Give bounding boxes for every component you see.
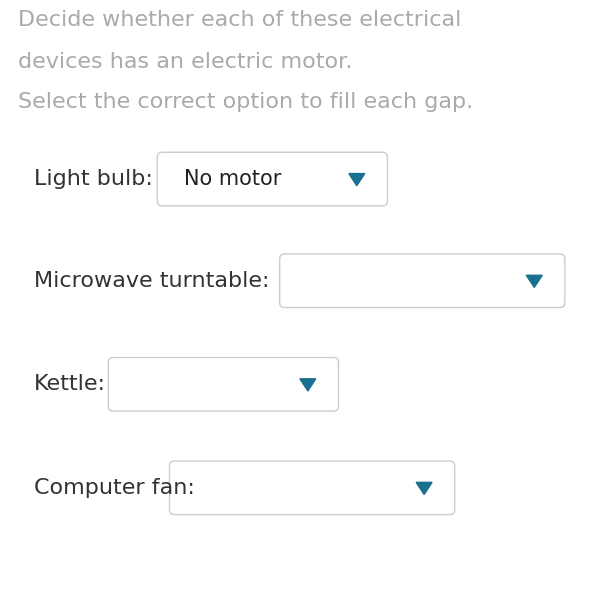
Text: Computer fan:: Computer fan: xyxy=(34,478,195,498)
Polygon shape xyxy=(300,379,316,391)
Text: Kettle:: Kettle: xyxy=(34,375,106,394)
Text: Select the correct option to fill each gap.: Select the correct option to fill each g… xyxy=(18,92,474,112)
Text: No motor: No motor xyxy=(184,169,281,189)
FancyBboxPatch shape xyxy=(170,461,455,515)
FancyBboxPatch shape xyxy=(108,357,338,411)
Text: devices has an electric motor.: devices has an electric motor. xyxy=(18,52,353,72)
Text: Decide whether each of these electrical: Decide whether each of these electrical xyxy=(18,10,461,30)
Polygon shape xyxy=(526,275,542,287)
Polygon shape xyxy=(349,174,365,186)
FancyBboxPatch shape xyxy=(280,254,565,308)
Text: Microwave turntable:: Microwave turntable: xyxy=(34,271,269,290)
Polygon shape xyxy=(416,482,432,495)
FancyBboxPatch shape xyxy=(157,152,387,206)
Text: Light bulb:: Light bulb: xyxy=(34,169,152,189)
